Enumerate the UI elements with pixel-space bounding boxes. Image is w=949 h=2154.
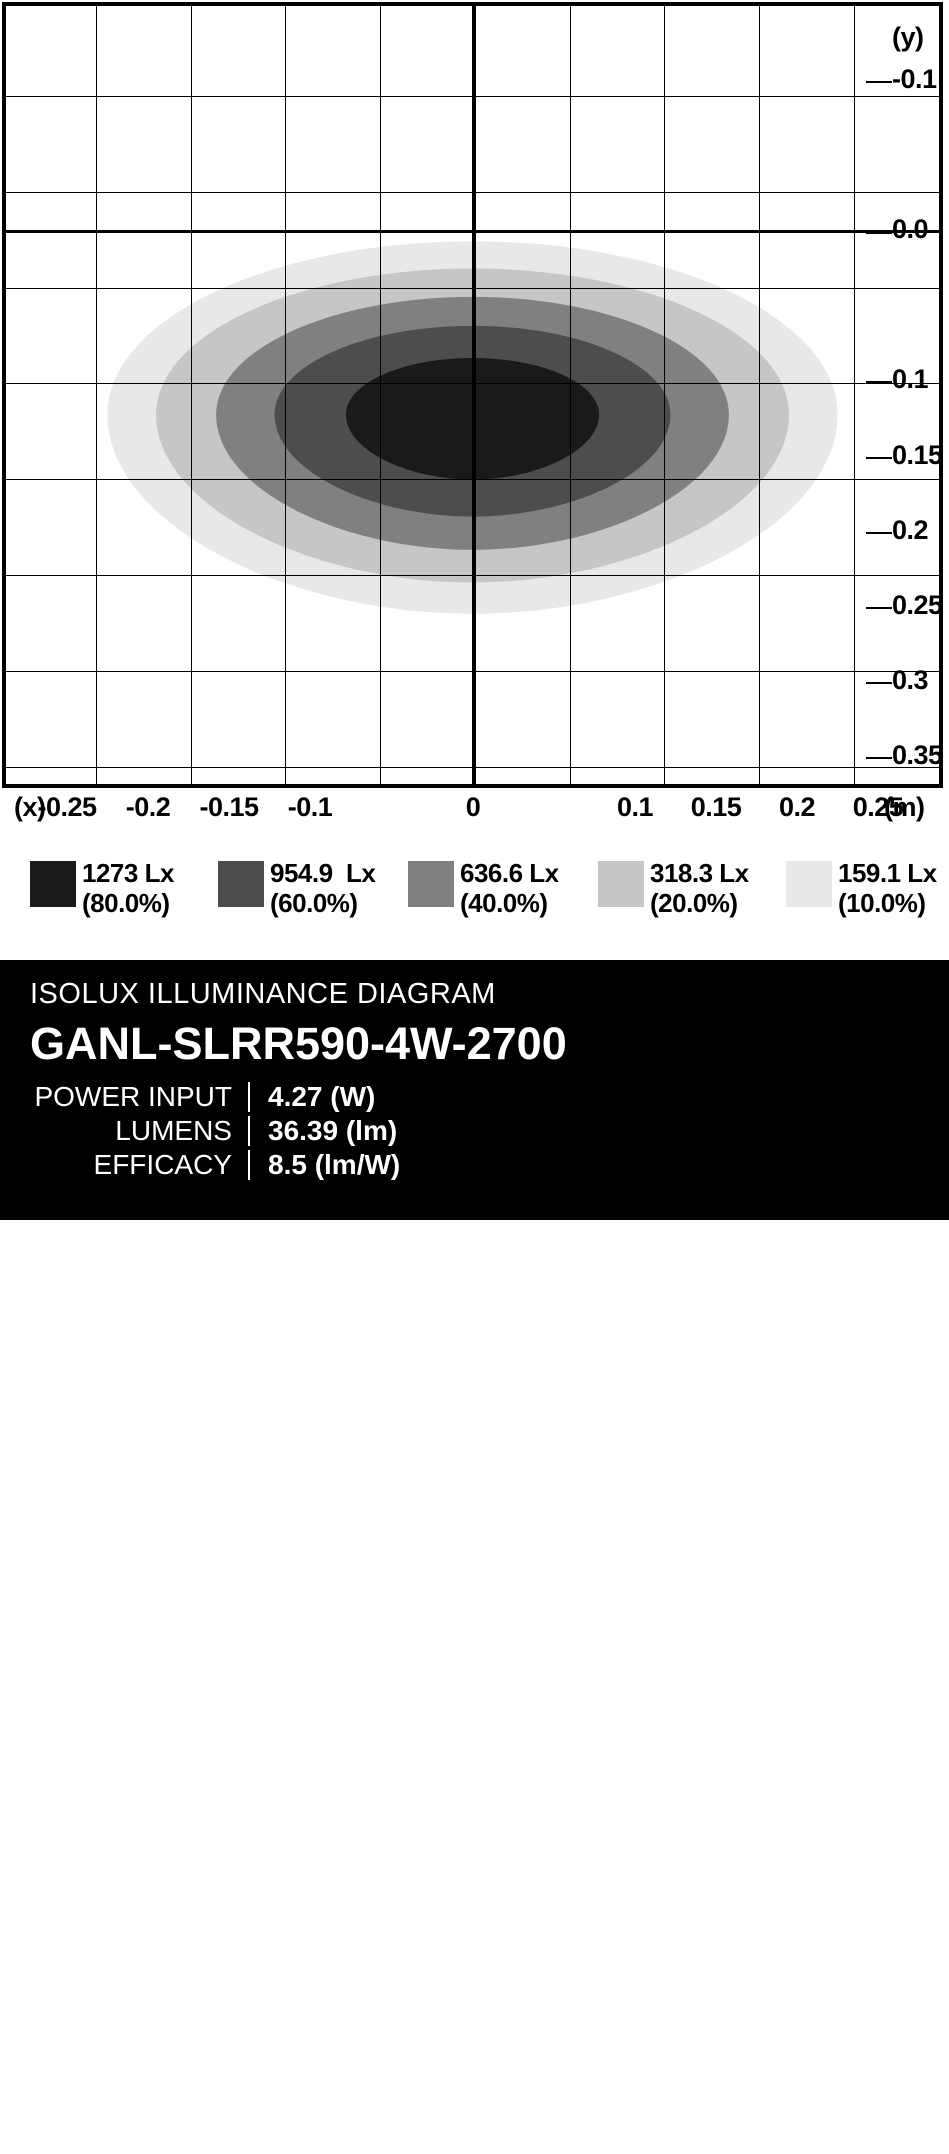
- legend-swatch: [598, 861, 644, 907]
- legend-item: 1273 Lx (80.0%): [30, 858, 174, 918]
- legend-value: 954.9 Lx: [270, 858, 376, 888]
- gridline-horizontal: [6, 288, 939, 289]
- x-axis-labels: (x) -0.25 -0.2 -0.15 -0.1 0 0.1 0.15 0.2 0.25 (m): [6, 792, 943, 836]
- gridline-vertical: [664, 6, 665, 784]
- legend-label: 954.9 Lx (60.0%): [270, 858, 376, 918]
- legend-value: 1273 Lx: [82, 858, 174, 888]
- specification-table: POWER INPUT 4.27 (W) LUMENS 36.39 (lm) EFFIC…: [30, 1080, 470, 1182]
- y-axis-tick-label: 0.3: [892, 665, 929, 695]
- y-axis-tick-label: 0.0: [892, 214, 929, 244]
- x-axis-tick-label: 0.25: [852, 792, 904, 822]
- x-axis-tick-label: 0.2: [778, 792, 816, 822]
- diagram-title: ISOLUX ILLUMINANCE DIAGRAM: [30, 978, 496, 1010]
- gridline-vertical: [759, 6, 760, 784]
- y-axis-tick: [866, 81, 892, 83]
- gridline-horizontal: [6, 767, 939, 768]
- gridline-horizontal: [6, 192, 939, 193]
- gridline-horizontal: [6, 96, 939, 97]
- mounting-height-label: MOUNTING HEIGHT: [500, 2122, 766, 2153]
- footer-panel: ISOLUX ILLUMINANCE DIAGRAM GANL-SLRR590-…: [0, 960, 949, 2153]
- y-axis-tick-label: 0.15: [892, 440, 943, 470]
- gridline-horizontal: [6, 671, 939, 672]
- spec-value: 36.39 (lm): [268, 1115, 398, 1146]
- x-axis-title: (x): [14, 792, 46, 822]
- gridline-vertical: [191, 6, 192, 784]
- legend-swatch: [218, 861, 264, 907]
- legend-swatch: [786, 861, 832, 907]
- y-axis-tick: [866, 607, 892, 609]
- legend-percent: (10.0%): [838, 888, 926, 918]
- legend-label: 636.6 Lx (40.0%): [460, 858, 559, 918]
- y-axis-tick: [866, 231, 892, 234]
- contour-legend: 1273 Lx (80.0%) 954.9 Lx (60.0%) 636.6 Lx (40…: [8, 858, 938, 932]
- y-axis-tick: [866, 457, 892, 459]
- legend-swatch: [30, 861, 76, 907]
- x-axis-tick-label: -0.1: [287, 792, 333, 822]
- gridline-horizontal: [6, 479, 939, 480]
- x-axis-tick-label: 0.1: [616, 792, 654, 822]
- y-axis-tick: [866, 757, 892, 759]
- x-axis-tick-label: -0.2: [125, 792, 171, 822]
- legend-label: 318.3 Lx (20.0%): [650, 858, 749, 918]
- legend-label: 159.1 Lx (10.0%): [838, 858, 937, 918]
- y-axis-tick: [866, 381, 892, 383]
- legend-item: 636.6 Lx (40.0%): [408, 858, 559, 918]
- legend-value: 318.3 Lx: [650, 858, 749, 888]
- legend-percent: (60.0%): [270, 888, 358, 918]
- gridline-vertical: [380, 6, 381, 784]
- product-model: GANL-SLRR590-4W-2700: [30, 1018, 567, 1069]
- x-axis-tick-label: -0.15: [199, 792, 259, 822]
- gridline-horizontal: [6, 575, 939, 576]
- gridline-vertical: [285, 6, 286, 784]
- gridline-vertical: [96, 6, 97, 784]
- spec-divider: [248, 1116, 250, 1146]
- spec-divider: [248, 1150, 250, 1180]
- y-axis-tick-label: 0.1: [892, 364, 929, 394]
- legend-label: 1273 Lx (80.0%): [82, 858, 174, 918]
- legend-item: 318.3 Lx (20.0%): [598, 858, 749, 918]
- spec-key: LUMENS: [115, 1115, 232, 1146]
- spec-row: POWER INPUT 4.27 (W): [30, 1080, 470, 1114]
- legend-value: 159.1 Lx: [838, 858, 937, 888]
- spec-key: EFFICACY: [93, 1149, 232, 1180]
- legend-percent: (80.0%): [82, 888, 170, 918]
- spec-row: LUMENS 36.39 (lm): [30, 1114, 470, 1148]
- plot-canvas: [6, 6, 939, 784]
- mounting-height: MOUNTING HEIGHT 0.25 (m): [500, 2122, 887, 2154]
- x-axis-tick-label: 0.15: [690, 792, 742, 822]
- legend-value: 636.6 Lx: [460, 858, 559, 888]
- chart-area: (y) -0.1 0.0 0.1 0.15 0.2 0.25 0.3 0.35 (x) -0.25…: [0, 0, 949, 960]
- gridline-horizontal: [6, 383, 939, 384]
- legend-swatch: [408, 861, 454, 907]
- spec-value: 4.27 (W): [268, 1081, 376, 1112]
- y-axis-tick-label: 0.35: [892, 740, 943, 770]
- x-axis-unit-label: (m): [884, 792, 925, 822]
- y-axis-tick-label: -0.1: [892, 64, 937, 94]
- legend-item: 954.9 Lx (60.0%): [218, 858, 376, 918]
- x-axis-tick-label: 0: [465, 792, 481, 822]
- x-axis-tick-label: -0.25: [37, 792, 97, 822]
- y-axis-tick-label: 0.25: [892, 590, 943, 620]
- legend-percent: (20.0%): [650, 888, 738, 918]
- y-axis-tick: [866, 682, 892, 684]
- y-axis-tick: [866, 532, 892, 534]
- plot-frame: [2, 2, 943, 788]
- spec-value: 8.5 (lm/W): [268, 1149, 401, 1180]
- spec-row: EFFICACY 8.5 (lm/W): [30, 1148, 470, 1182]
- legend-item: 159.1 Lx (10.0%): [786, 858, 937, 918]
- y-axis-tick-label: 0.2: [892, 515, 929, 545]
- axis-horizontal-zero: [6, 230, 939, 233]
- spec-divider: [248, 1082, 250, 1112]
- gridline-vertical: [854, 6, 855, 784]
- axis-vertical-center: [472, 6, 475, 784]
- spec-key: POWER INPUT: [34, 1081, 232, 1112]
- legend-percent: (40.0%): [460, 888, 548, 918]
- gridline-vertical: [475, 6, 476, 784]
- gridline-vertical: [570, 6, 571, 784]
- y-axis-title: (y): [892, 22, 924, 52]
- mounting-height-value: 0.25 (m): [781, 2122, 887, 2153]
